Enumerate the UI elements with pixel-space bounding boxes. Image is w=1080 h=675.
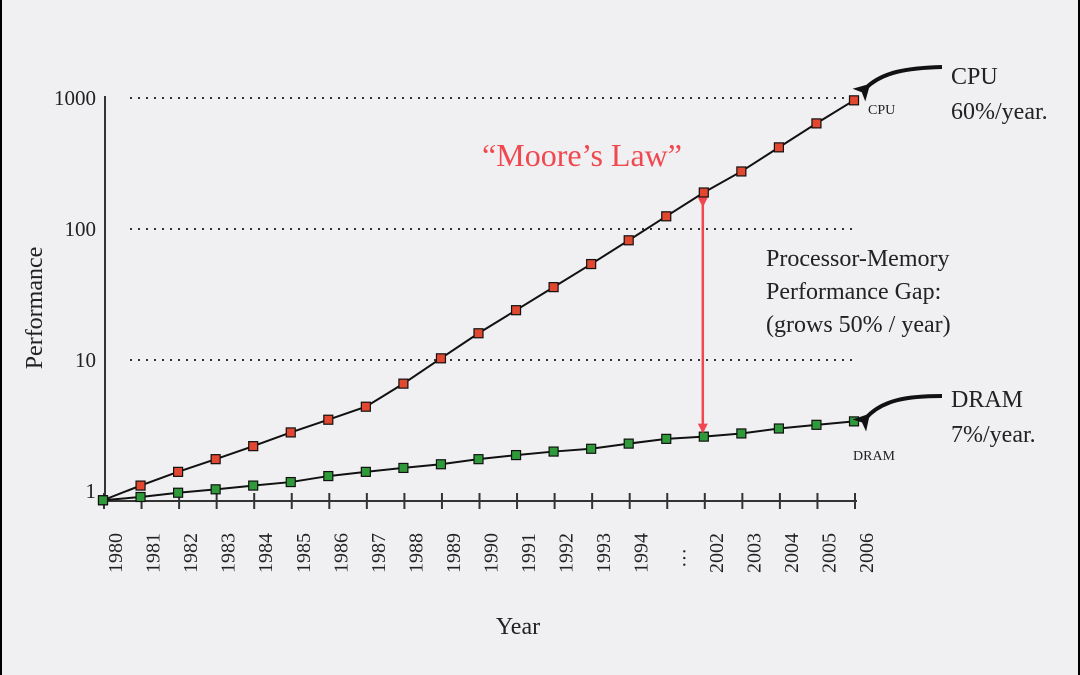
cpu-data-point	[285, 427, 296, 438]
x-tick-label: 1988	[405, 533, 427, 573]
dram-data-point	[510, 449, 522, 461]
gap-text-line1: Processor-Memory	[766, 246, 949, 272]
dram-data-point	[210, 484, 221, 495]
dram-data-point	[398, 462, 409, 474]
x-tick-label: 1983	[218, 533, 240, 573]
cpu-data-point	[435, 353, 447, 364]
cpu-data-point	[548, 282, 559, 293]
cpu-data-point	[173, 466, 184, 477]
axes	[103, 96, 857, 509]
x-tick-label: 1993	[593, 533, 615, 573]
x-tick-label: 1989	[443, 533, 465, 573]
gap-text-line3: (grows 50% / year)	[766, 312, 951, 338]
y-axis-title: Performance	[22, 247, 48, 370]
cpu-data-point	[323, 414, 334, 425]
series-lines	[102, 99, 855, 502]
dram-data-point	[323, 470, 334, 482]
series-markers	[97, 95, 860, 506]
cpu-data-point	[210, 454, 221, 465]
dram-data-point	[848, 416, 860, 427]
gap-text-line2: Performance Gap:	[766, 279, 941, 305]
cpu-data-point	[736, 166, 747, 177]
x-tick-label: 1986	[330, 533, 352, 573]
dram-callout-title: DRAM	[951, 387, 1023, 413]
cpu-data-point	[248, 441, 259, 452]
dram-data-point	[248, 480, 259, 491]
y-tick-label: 1	[86, 479, 97, 503]
x-tick-label: 1984	[255, 533, 277, 573]
dram-data-point	[97, 495, 109, 506]
cpu-data-point	[135, 480, 146, 491]
x-tick-label: 2005	[818, 533, 840, 573]
dram-data-point	[473, 454, 484, 465]
cpu-data-point	[698, 187, 709, 198]
dram-data-point	[548, 446, 559, 457]
cpu-data-point	[848, 95, 860, 106]
x-axis-title: Year	[496, 614, 540, 640]
dram-data-point	[661, 433, 672, 444]
cpu-data-point	[773, 142, 785, 153]
dram-callout-rate: 7%/year.	[951, 422, 1036, 448]
x-tick-label: 1992	[556, 533, 578, 573]
cpu-callout-rate: 60%/year.	[951, 99, 1048, 125]
gridlines	[130, 97, 854, 361]
cpu-callout-arrow	[852, 65, 943, 102]
x-tick-label: 2004	[781, 533, 803, 573]
cpu-data-point	[473, 328, 484, 339]
cpu-series-line	[102, 99, 855, 502]
y-tick-label: 10	[75, 348, 96, 372]
x-tick-label: 1994	[631, 533, 653, 573]
dram-data-point	[435, 459, 447, 470]
dram-data-point	[736, 428, 747, 439]
cpu-callout-title: CPU	[951, 64, 998, 90]
dram-data-point	[698, 431, 709, 442]
dram-data-point	[173, 487, 184, 498]
y-tick-label: 1000	[54, 86, 96, 110]
cpu-data-point	[398, 378, 409, 389]
dram-data-point	[285, 476, 296, 488]
x-tick-label: 1981	[143, 533, 165, 573]
cpu-data-point	[811, 118, 822, 129]
cpu-data-point	[586, 258, 597, 270]
dram-series-label: DRAM	[853, 449, 896, 464]
cpu-data-point	[661, 211, 672, 222]
tick-labels: 1 10 100 1000 1980 1981 1982 1983 1984 1985 1986 19…	[54, 86, 878, 573]
moores-law-label: “Moore’s Law”	[482, 137, 682, 173]
x-tick-label: …	[668, 548, 690, 568]
x-tick-label: 2006	[856, 533, 878, 573]
dram-data-point	[811, 419, 822, 430]
x-tick-label: 1982	[180, 533, 202, 573]
cpu-data-point	[510, 305, 522, 316]
cpu-data-point	[360, 401, 371, 412]
dram-data-point	[586, 443, 597, 454]
x-tick-label: 2002	[706, 533, 728, 573]
x-tick-label: 1980	[105, 533, 127, 573]
y-tick-label: 100	[65, 217, 97, 241]
x-tick-label: 2003	[743, 533, 765, 573]
x-tick-label: 1990	[481, 533, 503, 573]
cpu-series-label: CPU	[868, 103, 895, 118]
x-tick-label: 1987	[368, 533, 390, 573]
dram-data-point	[773, 423, 785, 434]
dram-data-point	[360, 466, 371, 477]
cpu-data-point	[623, 235, 634, 246]
dram-callout-arrow	[852, 394, 943, 432]
x-tick-label: 1991	[518, 533, 540, 573]
dram-data-point	[135, 491, 146, 503]
dram-data-point	[623, 438, 634, 449]
x-tick-label: 1985	[293, 533, 315, 573]
